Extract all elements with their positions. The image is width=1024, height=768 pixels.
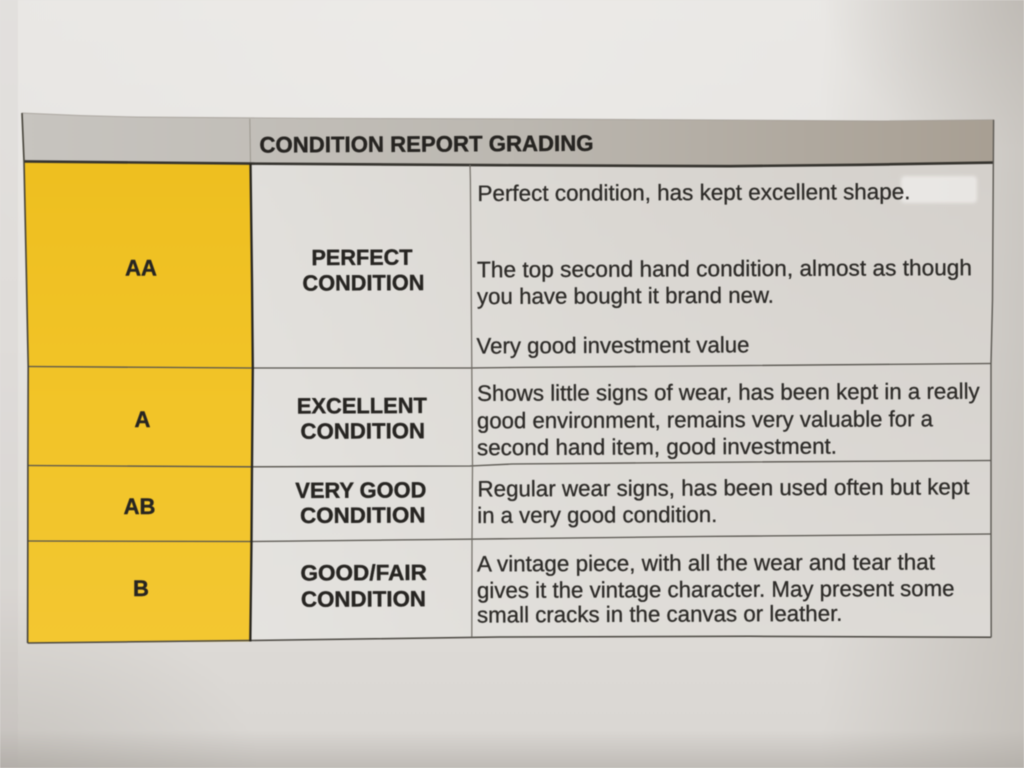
svg-text:Regular wear signs, has been u: Regular wear signs, has been used often … [477, 474, 970, 501]
svg-text:CONDITION: CONDITION [301, 586, 426, 612]
svg-text:CONDITION: CONDITION [302, 270, 424, 296]
svg-text:VERY GOOD: VERY GOOD [295, 477, 426, 503]
svg-text:A: A [135, 407, 151, 432]
svg-text:AB: AB [124, 494, 156, 519]
svg-text:in a very good condition.: in a very good condition. [477, 502, 717, 528]
svg-text:A vintage piece, with all the: A vintage piece, with all the wear and t… [477, 549, 936, 576]
svg-text:small cracks in the canvas or: small cracks in the canvas or leather. [477, 601, 843, 628]
svg-text:The top second hand condition,: The top second hand condition, almost as… [477, 255, 972, 282]
svg-text:CONDITION: CONDITION [300, 502, 426, 528]
svg-text:you have bought it brand new.: you have bought it brand new. [477, 283, 774, 309]
svg-text:gives it the vintage character: gives it the vintage character. May pres… [477, 576, 955, 603]
svg-text:B: B [133, 576, 149, 601]
svg-text:CONDITION: CONDITION [300, 418, 425, 444]
svg-text:second hand item, good investm: second hand item, good investment. [477, 434, 837, 461]
svg-text:Very good investment value: Very good investment value [476, 332, 749, 358]
svg-text:good environment, remains very: good environment, remains very valuable … [477, 406, 934, 433]
svg-text:CONDITION REPORT GRADING: CONDITION REPORT GRADING [259, 131, 593, 158]
svg-text:EXCELLENT: EXCELLENT [297, 393, 428, 419]
svg-text:Perfect condition, has kept ex: Perfect condition, has kept excellent sh… [477, 179, 910, 206]
svg-text:AA: AA [125, 256, 157, 281]
svg-text:Shows little signs of wear, ha: Shows little signs of wear, has been kep… [477, 379, 980, 406]
svg-text:GOOD/FAIR: GOOD/FAIR [300, 560, 427, 586]
svg-text:PERFECT: PERFECT [311, 245, 413, 270]
